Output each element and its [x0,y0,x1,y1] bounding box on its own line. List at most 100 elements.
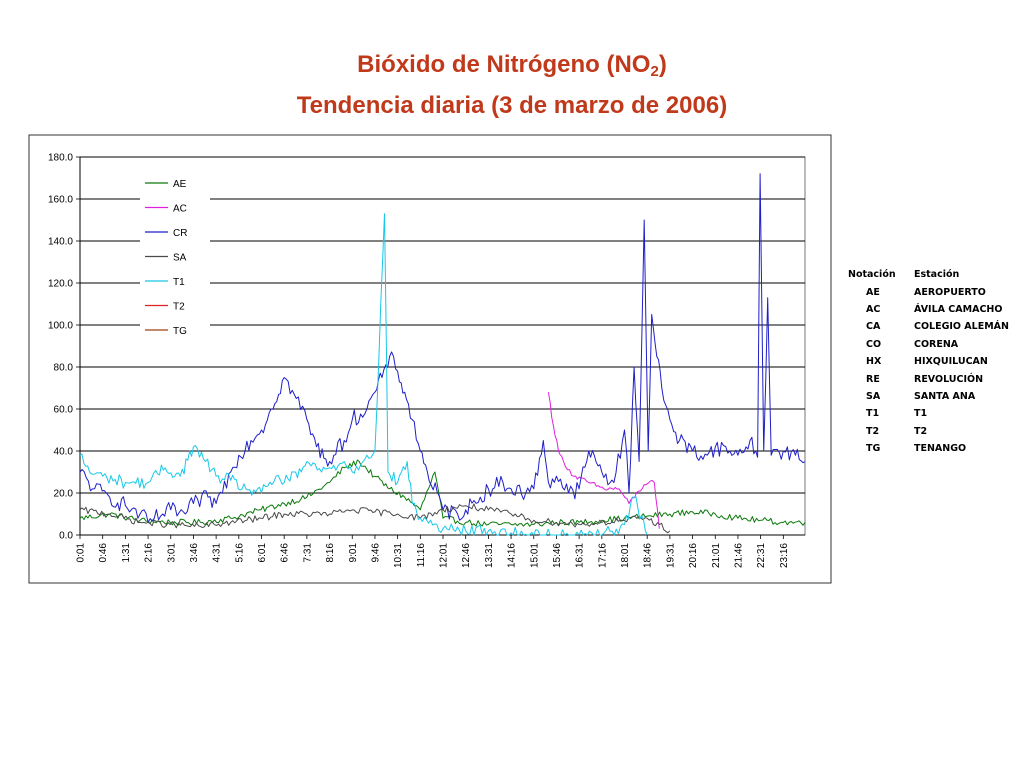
station-name: TENANGO [914,443,967,455]
y-tick-label: 60.0 [54,405,74,416]
y-tick-label: 120.0 [48,279,73,290]
x-tick-label: 21:01 [711,543,722,568]
chart-title: Bióxido de Nitrógeno (NO2) Tendencia dia… [0,48,1024,123]
series-line-ac [547,392,660,529]
station-code: RE [866,373,880,385]
x-axis: 0:01 0:46 1:31 2:16 3:01 3:46 4:31 5:16 6:01 6:46… [76,534,805,568]
y-tick-label: 140.0 [48,237,73,248]
stations-table-header: Notación Estación [848,266,1009,283]
x-tick-label: 18:01 [620,543,631,568]
legend-label-ae: AE [173,179,187,190]
legend-label-tg: TG [173,326,187,337]
station-name: T1 [914,408,928,420]
series-line-ae [79,459,806,527]
x-tick-label: 22:31 [756,543,767,568]
legend: AE AC CR SA T1 T2 TG [140,172,210,340]
legend-label-t1: T1 [173,277,185,288]
station-code: HX [866,356,882,368]
station-row: CO CORENA [848,336,1009,353]
legend-label-cr: CR [173,228,187,239]
station-code: TG [866,443,881,455]
legend-label-sa: SA [173,253,187,264]
station-code: T1 [866,408,880,420]
x-tick-label: 11:16 [416,543,427,568]
title-subscript: 2 [650,63,659,80]
x-tick-label: 16:31 [575,543,586,568]
x-tick-label: 13:31 [484,543,495,568]
x-tick-label: 19:31 [665,543,676,568]
station-code: SA [866,390,881,402]
x-tick-label: 10:31 [393,543,404,568]
station-code: T2 [866,425,880,437]
y-tick-label: 80.0 [54,363,74,374]
y-tick-label: 160.0 [48,195,73,206]
station-row: AC ÁVILA CAMACHO [848,301,1009,318]
x-tick-label: 12:46 [461,543,472,568]
station-row: AE AEROPUERTO [848,283,1009,300]
station-code: CA [866,321,881,333]
x-tick-label: 6:46 [280,543,291,563]
y-tick-label: 0.0 [59,531,73,542]
y-axis: 0.0 20.0 40.0 60.0 80.0 100.0 120.0 140.0 160.0 1… [48,153,81,542]
title-line-1: Bióxido de Nitrógeno (NO2) [0,48,1024,89]
x-tick-label: 1:31 [121,543,132,563]
x-tick-label: 8:16 [325,543,336,563]
legend-label-ac: AC [173,204,187,215]
station-name: SANTA ANA [914,390,976,402]
x-tick-label: 0:46 [98,543,109,563]
station-name: REVOLUCIÓN [914,373,984,385]
header-notation: Notación [848,269,896,281]
series-t1 [79,213,648,536]
x-tick-label: 3:46 [189,543,200,563]
x-tick-label: 18:46 [643,543,654,568]
station-code: AE [866,286,880,298]
x-tick-label: 6:01 [257,543,268,563]
station-code: CO [866,338,882,350]
station-row: HX HIXQUILUCAN [848,353,1009,370]
header-station: Estación [914,269,960,281]
x-tick-label: 4:31 [212,543,223,563]
x-tick-label: 9:01 [348,543,359,563]
y-tick-label: 40.0 [54,447,74,458]
stations-table: Notación Estación AE AEROPUERTO AC ÁVILA CA… [848,266,1009,457]
title-main-text: Bióxido de Nitrógeno (NO [357,51,651,78]
station-name: AEROPUERTO [914,286,986,298]
x-tick-label: 15:46 [552,543,563,568]
x-tick-label: 5:16 [234,543,245,563]
x-tick-label: 0:01 [76,543,87,563]
station-row: RE REVOLUCIÓN [848,370,1009,387]
title-line-2: Tendencia diaria (3 de marzo de 2006) [296,92,728,119]
station-row: TG TENANGO [848,440,1009,457]
x-tick-label: 2:16 [144,543,155,563]
station-row: T1 T1 [848,405,1009,422]
x-tick-label: 12:01 [439,543,450,568]
station-name: HIXQUILUCAN [914,356,988,368]
series-sa [79,503,671,534]
x-tick-label: 3:01 [166,543,177,563]
x-tick-label: 14:16 [507,543,518,568]
series-ac [547,392,660,529]
station-name: T2 [914,425,928,437]
station-row: SA SANTA ANA [848,388,1009,405]
x-tick-label: 23:16 [779,543,790,568]
title-close-paren: ) [658,51,667,78]
series-ae [79,459,806,527]
series-line-t1 [79,213,648,536]
x-tick-label: 15:01 [529,543,540,568]
station-row: T2 T2 [848,423,1009,440]
y-tick-label: 100.0 [48,321,73,332]
x-tick-label: 7:31 [302,543,313,563]
x-tick-label: 20:16 [688,543,699,568]
station-name: ÁVILA CAMACHO [914,303,1003,315]
x-tick-label: 9:46 [370,543,381,563]
station-name: CORENA [914,338,959,350]
station-name: COLEGIO ALEMÁN [914,321,1009,333]
y-tick-label: 20.0 [54,489,74,500]
x-tick-label: 21:46 [733,543,744,568]
legend-label-t2: T2 [173,302,185,313]
series-layer [79,173,806,536]
series-line-sa [79,503,671,534]
series-cr [79,173,806,523]
x-tick-label: 17:16 [597,543,608,568]
